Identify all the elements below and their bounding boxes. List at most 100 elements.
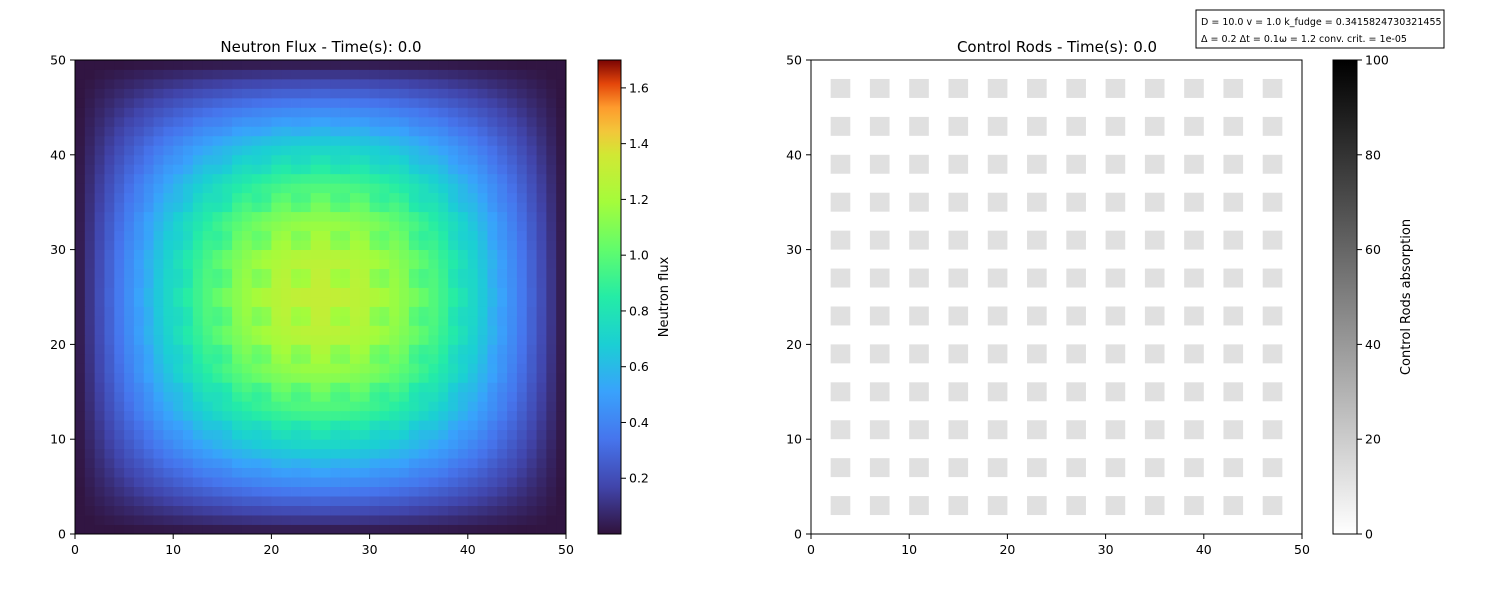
flux-cell [556,306,567,317]
flux-cell [192,249,204,260]
flux-cell [300,221,312,232]
flux-cell [84,306,96,317]
flux-cell [281,401,292,412]
flux-cell [124,259,135,269]
flux-cell [536,126,547,137]
flux-cell [369,135,380,146]
flux-cell [94,173,105,184]
flux-cell [418,268,429,279]
flux-cell [212,363,223,374]
flux-cell [349,297,361,307]
flux-cell [536,60,547,70]
flux-cell [497,268,508,279]
flux-cell [251,401,262,412]
flux-cell [546,183,557,194]
flux-cell [467,410,479,421]
flux-heatmap [75,60,567,535]
flux-cell [241,315,253,326]
flux-cell [467,486,479,497]
control-rod [987,192,1008,212]
flux-cell [310,69,321,80]
flux-cell [84,372,96,383]
flux-cell [438,325,449,336]
flux-cell [212,486,223,497]
flux-cell [497,69,508,80]
flux-cell [202,448,213,459]
flux-cell [320,524,331,535]
flux-cell [104,410,115,421]
flux-cell [536,467,547,478]
flux-cell [281,458,292,469]
flux-cell [359,306,370,317]
flux-cell [163,363,174,374]
flux-cell [291,164,302,175]
flux-colorbar-tick-label: 1.2 [629,192,649,207]
flux-cell [359,259,370,269]
flux-cell [281,278,292,288]
flux-cell [281,391,292,402]
flux-cell [546,496,557,506]
flux-cell [536,420,547,431]
flux-cell [448,306,459,317]
flux-cell [438,69,449,80]
flux-cell [251,496,262,506]
flux-cell [320,154,331,165]
flux-cell [418,477,429,487]
flux-cell [212,524,223,535]
flux-cell [467,334,479,345]
flux-cell [556,353,567,364]
flux-cell [241,353,253,364]
control-rod [948,420,969,440]
flux-cell [320,325,331,336]
flux-cell [192,439,204,450]
flux-cell [526,116,537,127]
flux-cell [241,154,253,165]
flux-cell [124,401,135,412]
flux-cell [438,183,449,194]
flux-cell [75,325,86,336]
flux-cell [467,240,479,250]
flux-cell [202,107,213,118]
flux-cell [232,78,243,89]
flux-cell [192,344,204,355]
flux-cell [281,344,292,355]
flux-cell [340,135,351,146]
flux-cell [418,164,429,175]
flux-cell [448,429,459,440]
flux-cell [497,259,508,269]
flux-cell [173,467,184,478]
flux-cell [428,107,439,118]
flux-cell [526,382,537,393]
flux-cell [330,173,341,184]
flux-cell [173,88,184,99]
flux-cell [349,467,361,478]
flux-cell [330,334,341,345]
flux-cell [340,325,351,336]
flux-cell [261,278,272,288]
flux-cell [546,173,557,184]
flux-cell [438,410,449,421]
flux-cell [408,334,420,345]
flux-cell [202,88,213,99]
flux-cell [153,240,164,250]
flux-cell [124,315,135,326]
flux-cell [369,439,380,450]
flux-cell [75,107,86,118]
flux-cell [408,240,420,250]
flux-cell [232,306,243,317]
flux-cell [173,240,184,250]
flux-cell [418,116,429,127]
flux-cell [261,458,272,469]
flux-cell [222,173,233,184]
flux-cell [232,278,243,288]
flux-cell [291,135,302,146]
flux-cell [399,135,410,146]
flux-cell [232,116,243,127]
flux-cell [212,410,223,421]
flux-cell [359,164,370,175]
flux-cell [399,240,410,250]
flux-cell [183,240,194,250]
control-rod [1262,192,1283,212]
flux-cell [330,154,341,165]
flux-cell [104,154,115,165]
